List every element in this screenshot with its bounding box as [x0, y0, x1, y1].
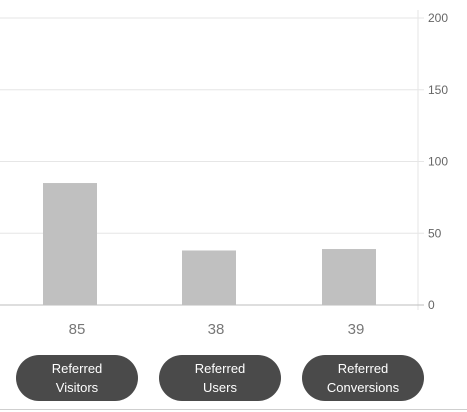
data-label-2: 38	[208, 321, 225, 338]
button-label-line1: Referred	[337, 361, 389, 376]
bottom-divider	[0, 409, 467, 410]
chart-canvas: 0 50 100 150 200 85 38 39	[0, 10, 448, 338]
button-label-line1: Referred	[51, 361, 103, 376]
y-tick-label: 0	[428, 298, 435, 312]
bar-3	[322, 249, 376, 305]
data-label-1: 85	[69, 321, 86, 338]
y-tick-label: 150	[428, 83, 448, 97]
bar-1	[43, 183, 97, 305]
referred-visitors-button[interactable]: Referred Visitors	[16, 355, 138, 401]
button-label-line2: Conversions	[326, 380, 400, 395]
bar-2	[182, 250, 236, 305]
y-tick-label: 200	[428, 11, 448, 25]
referred-conversions-button[interactable]: Referred Conversions	[302, 355, 424, 401]
button-label-line2: Visitors	[55, 380, 99, 395]
button-label-line2: Users	[203, 380, 237, 395]
button-label-line1: Referred	[194, 361, 246, 376]
data-label-3: 39	[348, 321, 365, 338]
referred-users-button[interactable]: Referred Users	[159, 355, 281, 401]
y-tick-label: 50	[428, 226, 442, 240]
y-tick-label: 100	[428, 155, 448, 169]
